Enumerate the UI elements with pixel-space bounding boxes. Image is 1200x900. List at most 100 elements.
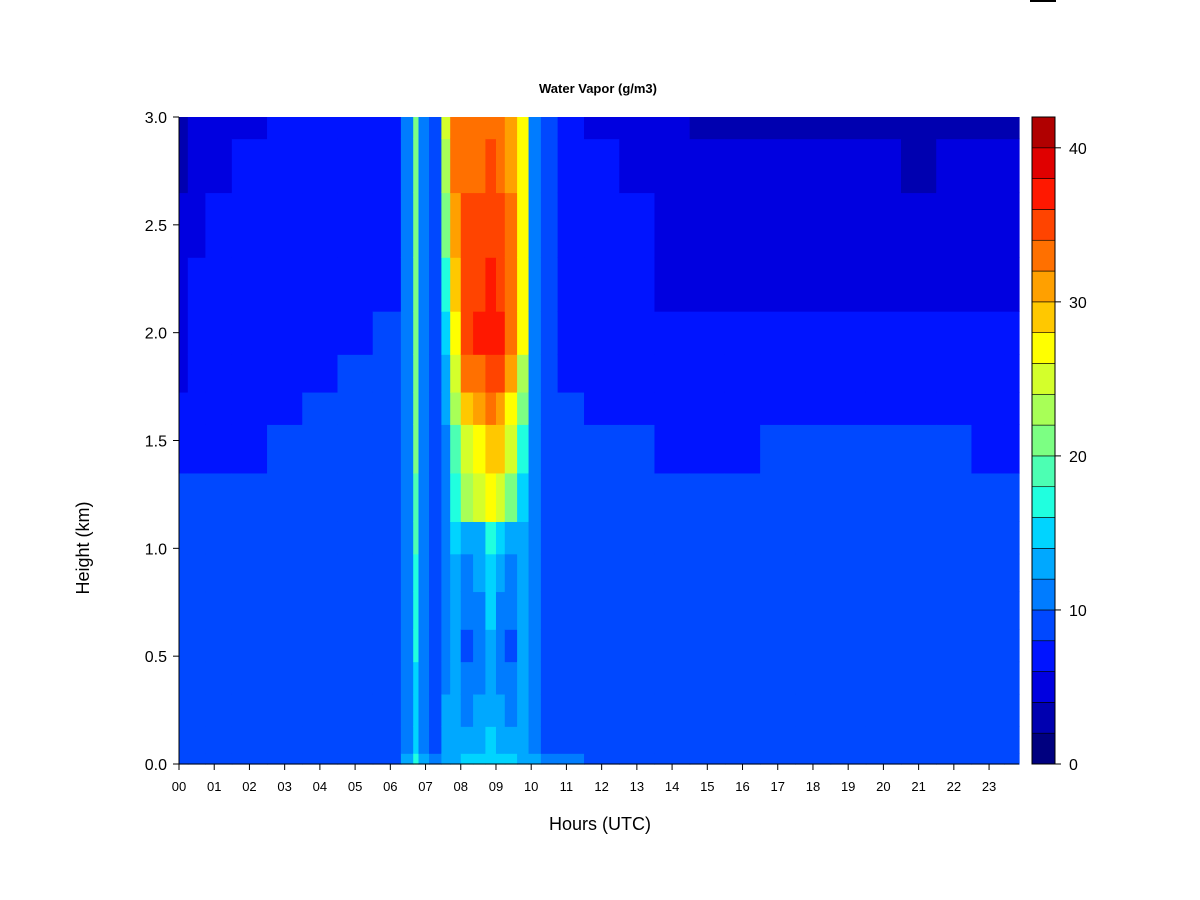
heat-cell <box>473 591 487 630</box>
heat-cell <box>540 591 559 630</box>
y-tick-label: 1.0 <box>145 541 167 558</box>
heat-cell <box>1004 553 1020 593</box>
heat-cell <box>901 257 937 312</box>
heat-cell <box>495 424 506 474</box>
heat-cell <box>584 472 620 522</box>
colorbar-swatch <box>1031 702 1056 734</box>
heat-cell <box>267 117 303 140</box>
heat-cell <box>441 424 451 474</box>
heat-cell <box>337 591 374 630</box>
heat-cell <box>337 553 374 593</box>
colorbar-swatch <box>1031 116 1056 149</box>
heat-cell <box>689 521 726 555</box>
heat-cell <box>760 354 796 393</box>
heat-cell <box>372 391 402 425</box>
heat-cell <box>971 257 1005 312</box>
heat-cell <box>865 472 902 522</box>
heat-cell <box>936 424 973 474</box>
heat-cell <box>557 391 585 425</box>
heat-cell <box>901 138 937 194</box>
colorbar-swatch <box>1031 455 1056 488</box>
heat-cell <box>795 726 832 754</box>
heat-cell <box>372 629 402 663</box>
heat-cell <box>865 753 902 765</box>
heat-cell <box>540 521 559 555</box>
heat-cell <box>557 117 585 140</box>
heat-cell <box>540 661 559 695</box>
heat-cell <box>231 629 268 663</box>
heat-cell <box>689 117 726 140</box>
heat-cell <box>485 424 497 474</box>
heat-cell <box>619 117 656 140</box>
heat-cell <box>205 726 233 754</box>
x-tick-label: 14 <box>665 779 679 794</box>
heat-cell <box>337 661 374 695</box>
heat-cell <box>619 472 656 522</box>
heat-cell <box>418 424 430 474</box>
heat-cell <box>429 591 442 630</box>
heat-cell <box>231 391 268 425</box>
heat-cell <box>495 354 506 393</box>
heat-cell <box>528 391 542 425</box>
heat-cell <box>865 138 902 194</box>
heat-cell <box>865 424 902 474</box>
heat-cell <box>557 553 585 593</box>
heat-cell <box>795 661 832 695</box>
heat-cell <box>971 192 1005 258</box>
heat-cell <box>337 629 374 663</box>
chart-title: Water Vapor (g/m3) <box>539 81 657 96</box>
heat-cell <box>302 391 339 425</box>
heat-cell <box>205 192 233 258</box>
heat-cell <box>413 726 420 754</box>
heat-cell <box>231 553 268 593</box>
heat-cell <box>830 257 867 312</box>
colorbar-swatch <box>1031 239 1056 272</box>
heat-cell <box>504 391 518 425</box>
x-tick-label: 03 <box>277 779 291 794</box>
x-tick-label: 05 <box>348 779 362 794</box>
heat-cell <box>267 591 303 630</box>
heat-cell <box>450 391 462 425</box>
heat-cell <box>337 521 374 555</box>
heat-cell <box>654 424 691 474</box>
heat-cell <box>517 117 530 140</box>
heat-cell <box>179 311 189 355</box>
heat-cell <box>231 521 268 555</box>
heat-cell <box>429 726 442 754</box>
heat-cell <box>413 192 420 258</box>
heat-cell <box>372 424 402 474</box>
heat-cell <box>460 661 474 695</box>
colorbar-swatch <box>1031 640 1056 672</box>
heat-cell <box>418 138 430 194</box>
heat-cell <box>485 591 497 630</box>
heat-cell <box>1004 311 1020 355</box>
heat-cell <box>830 753 867 765</box>
heat-cell <box>450 521 462 555</box>
heat-cell <box>517 726 530 754</box>
heat-cell <box>971 521 1005 555</box>
heat-cell <box>473 693 487 727</box>
heat-cell <box>1004 117 1020 140</box>
heat-cell <box>187 354 207 393</box>
x-tick-label: 01 <box>207 779 221 794</box>
heat-cell <box>528 753 542 765</box>
heat-cell <box>450 138 462 194</box>
heat-cell <box>400 311 414 355</box>
heat-cell <box>689 726 726 754</box>
heat-cell <box>901 354 937 393</box>
heat-cell <box>418 553 430 593</box>
heat-cell <box>450 553 462 593</box>
heat-cell <box>441 117 451 140</box>
heat-cell <box>830 117 867 140</box>
heat-cell <box>485 521 497 555</box>
heat-cell <box>413 753 420 765</box>
x-tick-label: 19 <box>841 779 855 794</box>
heat-cell <box>795 117 832 140</box>
heat-cell <box>654 138 691 194</box>
heat-cell <box>450 661 462 695</box>
heat-cell <box>302 257 339 312</box>
heat-cell <box>485 726 497 754</box>
heat-cell <box>654 391 691 425</box>
heat-cell <box>504 257 518 312</box>
